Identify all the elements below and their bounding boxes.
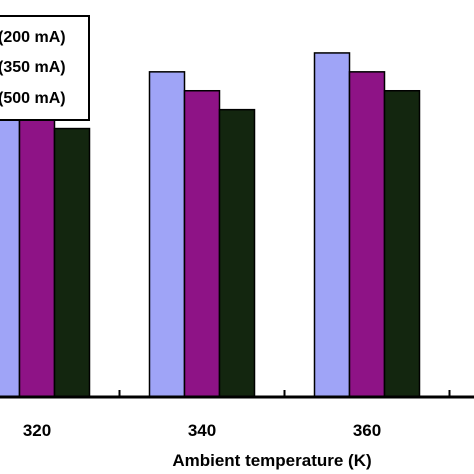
legend-label-500ma: (500 mA) (0, 90, 66, 107)
bar-360-series-2 (348, 71, 386, 398)
x-tick-labels: 320 340 360 (23, 421, 381, 440)
legend: (200 mA) (350 mA) (500 mA) (0, 15, 90, 121)
x-tick-label-360: 360 (353, 421, 381, 440)
bar-320-series-2 (18, 108, 56, 398)
bars-group (0, 52, 421, 398)
bar-320-series-3 (53, 127, 91, 398)
legend-label-350ma: (350 mA) (0, 59, 66, 76)
bar-320-series-1 (0, 89, 21, 398)
x-axis-label: Ambient temperature (K) (172, 451, 371, 470)
bar-340-series-3 (218, 108, 256, 398)
x-tick-label-320: 320 (23, 421, 51, 440)
legend-label-200ma: (200 mA) (0, 29, 66, 46)
bar-360-series-1 (313, 52, 351, 398)
x-tick-label-340: 340 (188, 421, 216, 440)
x-ticks-group (118, 390, 451, 397)
bar-340-series-1 (148, 71, 186, 398)
legend-box (0, 15, 90, 121)
bar-340-series-2 (183, 89, 221, 398)
bar-360-series-3 (383, 89, 421, 398)
